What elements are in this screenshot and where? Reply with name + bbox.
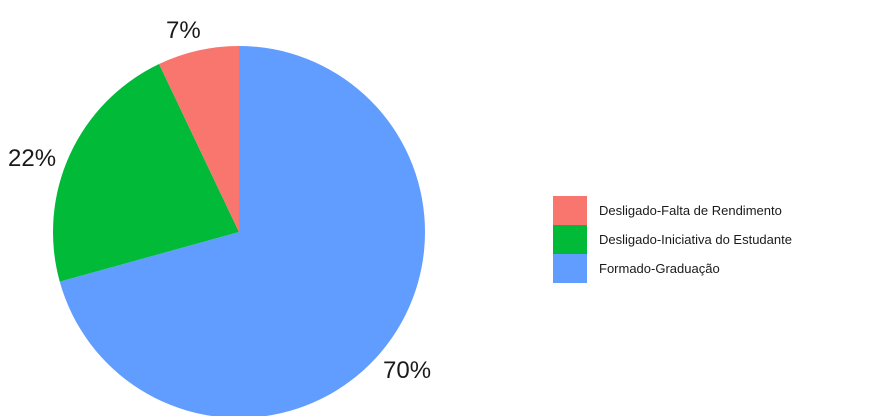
- legend-label-falta: Desligado-Falta de Rendimento: [599, 203, 782, 218]
- slice-label-formado: 70%: [383, 357, 431, 384]
- legend-swatch-falta: [553, 196, 587, 225]
- legend-label-formado: Formado-Graduação: [599, 261, 720, 276]
- legend-item-formado: Formado-Graduação: [553, 254, 792, 283]
- pie-slice-iniciativa: [53, 64, 240, 282]
- pie-slices: [53, 46, 425, 416]
- pie-slice-falta: [159, 46, 239, 232]
- legend-item-iniciativa: Desligado-Iniciativa do Estudante: [553, 225, 792, 254]
- slice-label-iniciativa: 22%: [8, 145, 56, 172]
- chart-legend: Desligado-Falta de Rendimento Desligado-…: [553, 196, 792, 283]
- pie-labels: 70% 22% 7%: [8, 17, 431, 384]
- legend-swatch-formado: [553, 254, 587, 283]
- legend-swatch-iniciativa: [553, 225, 587, 254]
- legend-label-iniciativa: Desligado-Iniciativa do Estudante: [599, 232, 792, 247]
- pie-slice-formado: [59, 46, 425, 416]
- legend-item-falta: Desligado-Falta de Rendimento: [553, 196, 792, 225]
- slice-label-falta: 7%: [166, 17, 201, 44]
